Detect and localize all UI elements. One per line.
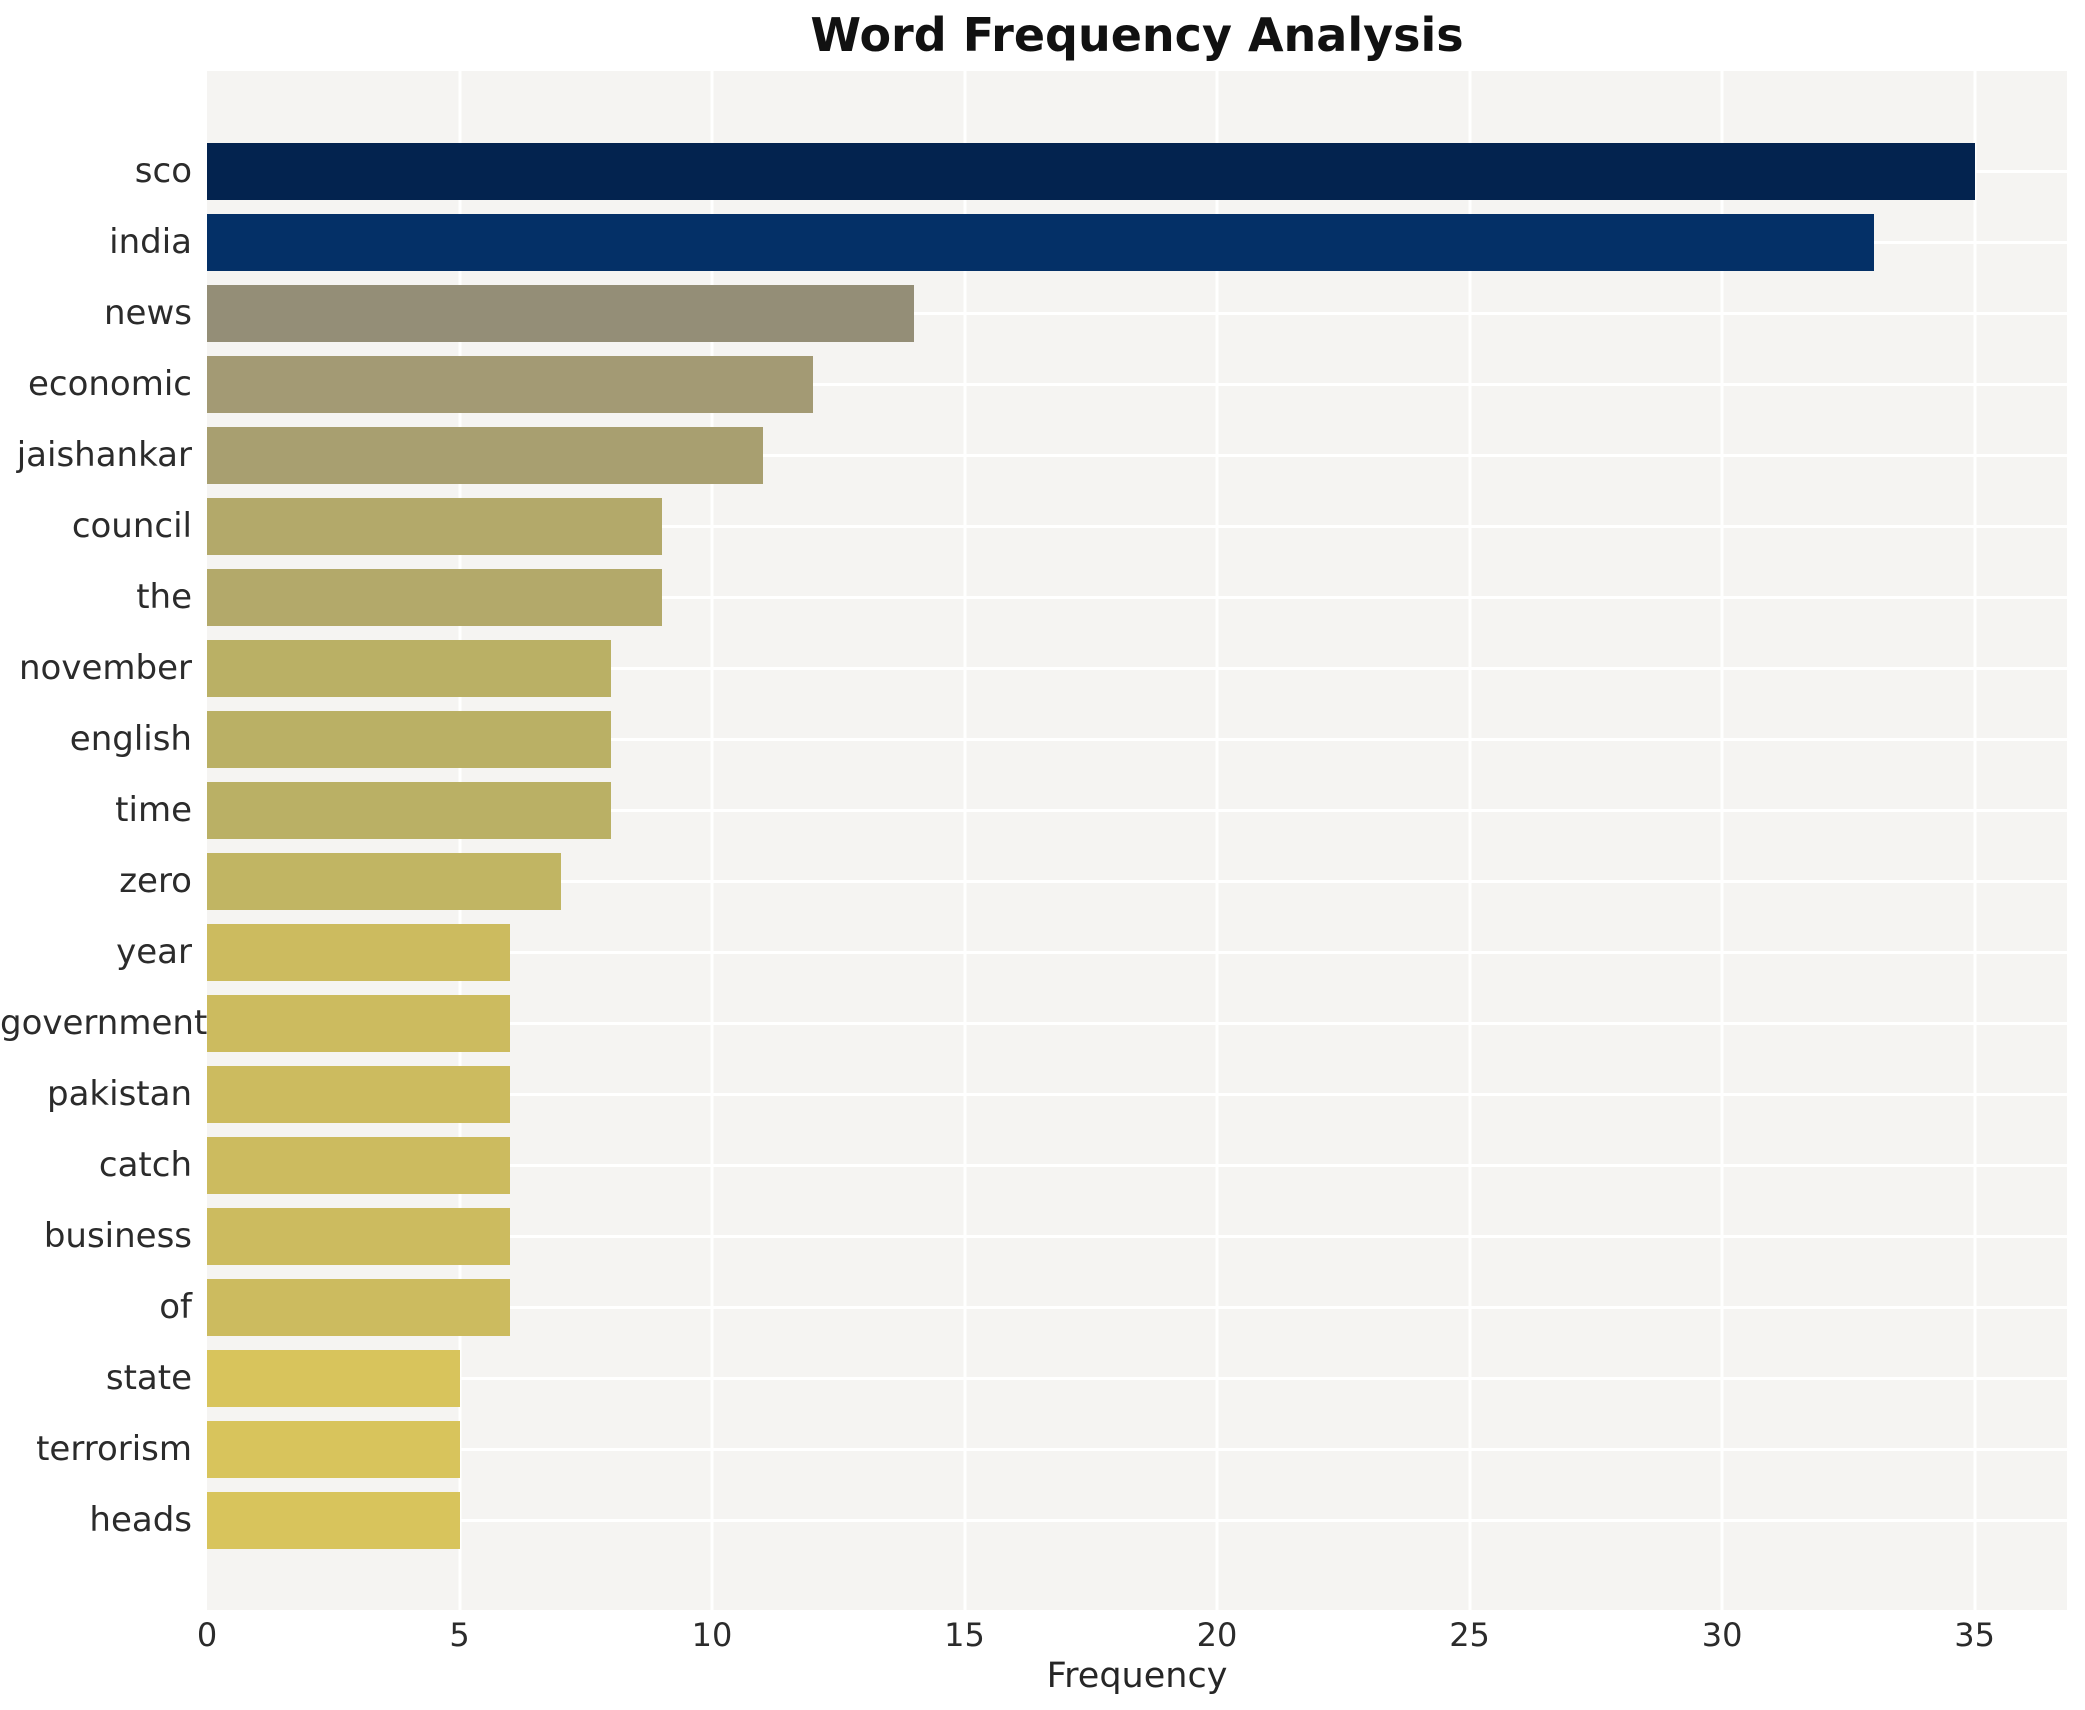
y-tick-label-pakistan: pakistan xyxy=(47,1074,192,1114)
vertical-gridline xyxy=(1215,71,1219,1610)
vertical-gridline xyxy=(710,71,714,1610)
y-tick-label-news: news xyxy=(104,293,192,333)
horizontal-gridline xyxy=(207,666,2067,670)
bar-business xyxy=(207,1207,510,1265)
x-tick-label-25: 25 xyxy=(1449,1616,1490,1654)
y-tick-label-economic: economic xyxy=(27,364,192,404)
y-tick-label-november: november xyxy=(19,648,192,688)
horizontal-gridline xyxy=(207,1447,2067,1451)
x-tick-label-10: 10 xyxy=(691,1616,733,1654)
x-tick-label-0: 0 xyxy=(196,1616,218,1654)
horizontal-gridline xyxy=(207,382,2067,386)
y-tick-label-sco: sco xyxy=(134,151,192,191)
x-tick-label-30: 30 xyxy=(1701,1616,1743,1654)
y-tick-label-catch: catch xyxy=(98,1145,192,1185)
bar-heads xyxy=(207,1491,460,1549)
bar-council xyxy=(207,497,662,555)
horizontal-gridline xyxy=(207,311,2067,315)
x-tick-label-20: 20 xyxy=(1196,1616,1238,1654)
horizontal-gridline xyxy=(207,453,2067,457)
bar-time xyxy=(207,781,612,839)
bar-jaishankar xyxy=(207,426,763,484)
bar-india xyxy=(207,213,1874,271)
y-tick-label-business: business xyxy=(43,1216,192,1256)
bar-government xyxy=(207,994,510,1052)
y-tick-label-year: year xyxy=(116,932,192,972)
vertical-gridline xyxy=(458,71,461,1610)
bar-english xyxy=(207,710,612,768)
x-tick-label-15: 15 xyxy=(944,1616,985,1654)
bar-sco xyxy=(207,142,1975,200)
plot-area xyxy=(207,71,2067,1610)
y-tick-label-council: council xyxy=(71,506,192,546)
x-axis-label: Frequency xyxy=(1046,1656,1228,1696)
horizontal-gridline xyxy=(207,595,2067,599)
x-tick-label-5: 5 xyxy=(449,1616,470,1654)
horizontal-gridline xyxy=(207,1234,2067,1238)
horizontal-gridline xyxy=(207,1021,2067,1025)
y-tick-label-zero: zero xyxy=(119,861,192,901)
bar-catch xyxy=(207,1136,510,1194)
bar-november xyxy=(207,639,612,697)
bar-of xyxy=(207,1278,510,1336)
horizontal-gridline xyxy=(207,1163,2067,1167)
y-tick-label-state: state xyxy=(105,1358,192,1398)
y-tick-label-government: government xyxy=(0,1003,208,1043)
bar-state xyxy=(207,1349,460,1407)
bar-terrorism xyxy=(207,1420,460,1478)
vertical-gridline xyxy=(1720,71,1724,1610)
chart-title: Word Frequency Analysis xyxy=(810,8,1464,62)
horizontal-gridline xyxy=(207,808,2067,812)
horizontal-gridline xyxy=(207,950,2067,954)
horizontal-gridline xyxy=(207,1305,2067,1309)
bar-the xyxy=(207,568,662,626)
vertical-gridline xyxy=(1468,71,1472,1610)
y-tick-label-terrorism: terrorism xyxy=(36,1429,192,1469)
horizontal-gridline xyxy=(207,879,2067,883)
x-tick-label-35: 35 xyxy=(1954,1616,1995,1654)
horizontal-gridline xyxy=(207,1518,2067,1522)
y-tick-label-india: india xyxy=(109,222,192,262)
bar-year xyxy=(207,923,510,981)
y-tick-label-heads: heads xyxy=(89,1500,192,1540)
y-tick-label-of: of xyxy=(159,1287,192,1327)
y-tick-label-english: english xyxy=(69,719,192,759)
horizontal-gridline xyxy=(207,737,2067,741)
vertical-gridline xyxy=(963,71,967,1610)
y-tick-label-jaishankar: jaishankar xyxy=(16,435,192,475)
y-tick-label-the: the xyxy=(136,577,192,617)
bar-pakistan xyxy=(207,1065,510,1123)
horizontal-gridline xyxy=(207,1376,2067,1380)
vertical-gridline xyxy=(1973,71,1977,1610)
y-tick-label-time: time xyxy=(115,790,192,830)
bar-economic xyxy=(207,355,814,413)
bar-zero xyxy=(207,852,561,910)
bar-news xyxy=(207,284,915,342)
horizontal-gridline xyxy=(207,524,2067,528)
horizontal-gridline xyxy=(207,1092,2067,1096)
